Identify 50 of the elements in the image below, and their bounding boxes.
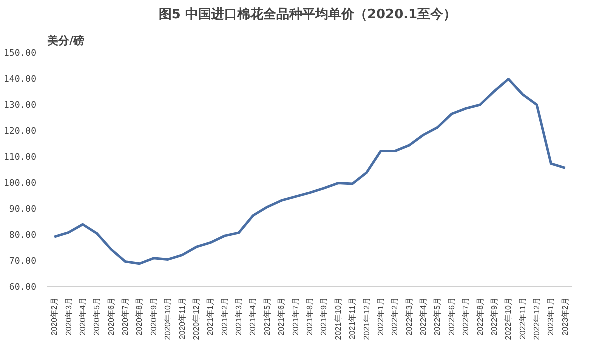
y-tick-label: 130.00: [4, 101, 37, 111]
x-tick-label: 2020年7月: [121, 297, 130, 336]
y-tick-label: 90.00: [9, 205, 36, 215]
x-tick-label: 2023年2月: [560, 297, 570, 336]
x-tick-label: 2021年10月: [334, 297, 343, 340]
x-tick-label: 2022年5月: [433, 297, 442, 336]
x-tick-label: 2022年9月: [490, 297, 499, 336]
x-tick-label: 2020年4月: [78, 297, 88, 336]
x-tick-label: 2021年1月: [206, 297, 216, 336]
x-tick-label: 2021年11月: [348, 297, 358, 340]
y-tick-label: 80.00: [9, 231, 36, 241]
x-tick-label: 2020年10月: [164, 297, 173, 340]
y-axis-title: 美分/磅: [46, 34, 85, 48]
chart-title: 图5 中国进口棉花全品种平均单价（2020.1至今）: [158, 6, 457, 22]
x-tick-label: 2020年9月: [149, 297, 158, 336]
x-tick-label: 2021年4月: [248, 297, 258, 336]
y-tick-label: 150.00: [4, 49, 37, 59]
x-tick-label: 2021年2月: [220, 297, 230, 336]
x-tick-label: 2020年3月: [64, 297, 74, 336]
x-tick-label: 2020年6月: [106, 297, 116, 336]
x-tick-label: 2021年7月: [291, 297, 300, 336]
x-tick-label: 2022年6月: [447, 297, 456, 336]
x-tick-label: 2022年4月: [419, 297, 428, 336]
x-tick-label: 2021年12月: [362, 297, 372, 340]
x-tick-label: 2023年1月: [546, 297, 556, 336]
x-tick-label: 2022年10月: [504, 297, 514, 340]
y-tick-label: 110.00: [4, 153, 37, 163]
x-tick-label: 2021年5月: [262, 297, 272, 336]
y-tick-label: 140.00: [4, 75, 37, 85]
x-tick-label: 2022年8月: [476, 297, 485, 336]
y-tick-label: 70.00: [9, 257, 36, 267]
x-tick-label: 2022年11月: [518, 297, 528, 340]
x-tick-label: 2021年3月: [234, 297, 244, 336]
x-tick-label: 2022年2月: [390, 297, 400, 336]
x-tick-label: 2022年1月: [376, 297, 386, 336]
x-tick-label: 2022年3月: [404, 297, 414, 336]
x-tick-label: 2022年12月: [532, 297, 542, 340]
x-tick-label: 2021年9月: [320, 297, 329, 336]
x-tick-label: 2020年5月: [92, 297, 102, 336]
x-tick-label: 2020年2月: [50, 297, 60, 336]
x-tick-label: 2021年8月: [306, 297, 314, 336]
x-tick-label: 2022年7月: [462, 297, 471, 336]
y-tick-label: 60.00: [9, 283, 36, 293]
x-tick-label: 2021年6月: [277, 297, 286, 336]
line-series: [53, 78, 567, 266]
y-tick-label: 100.00: [4, 179, 37, 189]
x-tick-label: 2020年12月: [192, 297, 201, 340]
x-tick-label: 2020年8月: [135, 297, 144, 336]
x-tick-label: 2020年11月: [178, 297, 187, 340]
y-tick-label: 120.00: [4, 127, 37, 137]
